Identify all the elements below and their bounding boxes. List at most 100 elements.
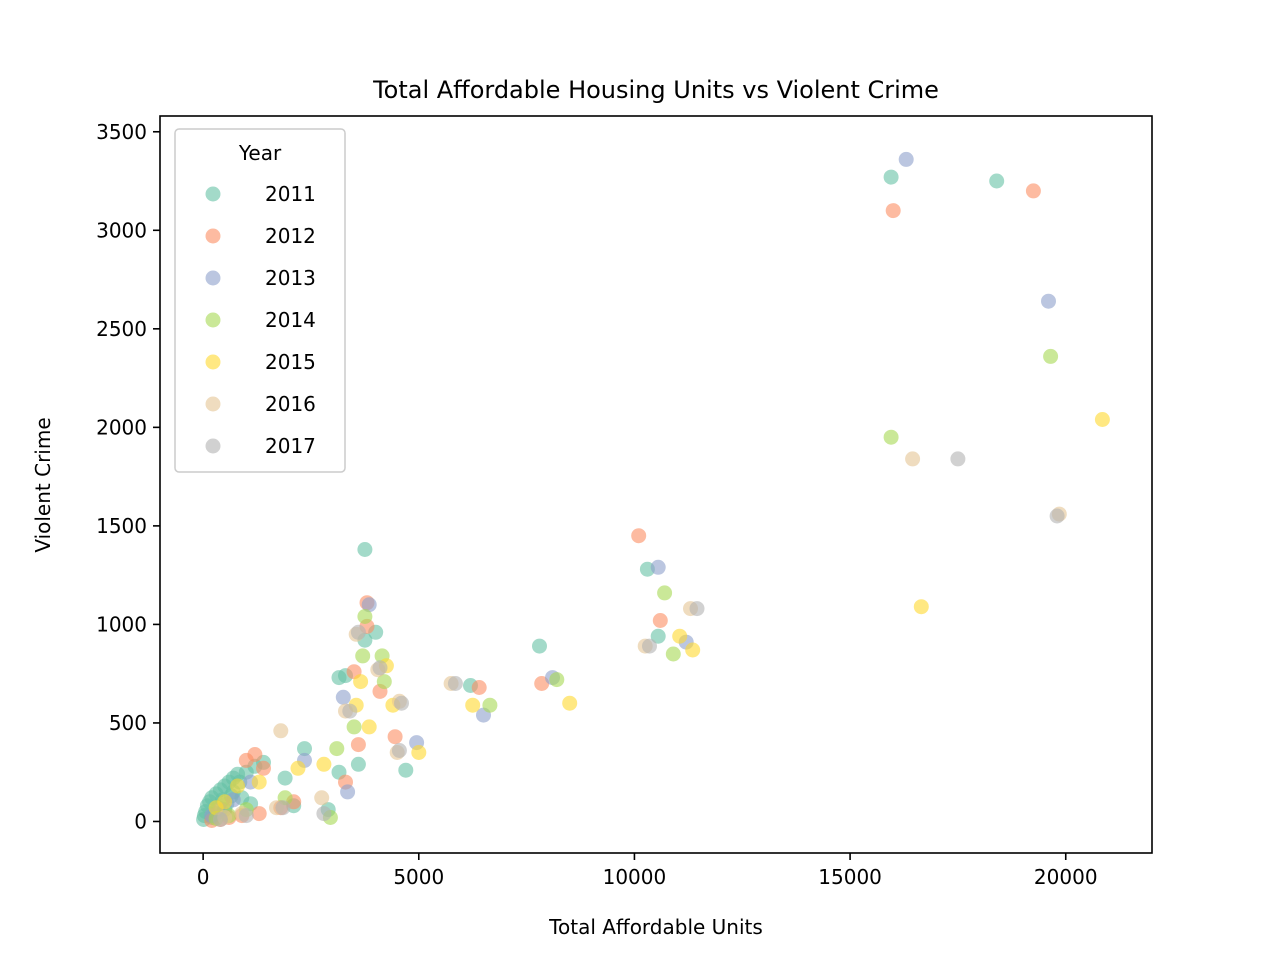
y-tick-label: 500 [109, 711, 147, 735]
data-point [657, 585, 673, 601]
series-2017 [212, 451, 1065, 827]
data-point [913, 599, 929, 615]
y-axis-label: Violent Crime [31, 417, 55, 552]
legend-label: 2015 [265, 350, 316, 374]
data-point [335, 689, 351, 705]
data-point [1025, 183, 1041, 199]
data-point [1049, 508, 1065, 524]
data-point [898, 151, 914, 167]
y-tick-label: 1500 [96, 514, 147, 538]
x-tick-label: 0 [197, 865, 210, 889]
data-point [316, 756, 332, 772]
data-point [212, 812, 228, 827]
data-point [361, 719, 377, 735]
legend-box [174, 128, 346, 473]
data-point [482, 697, 498, 713]
y-axis: 0 500 1000 1500 2000 2500 3000 3500 [96, 120, 160, 833]
y-tick-label: 0 [134, 809, 147, 833]
legend-label: 2011 [265, 182, 316, 206]
data-point [238, 752, 254, 768]
legend-label: 2016 [265, 392, 316, 416]
data-point [251, 774, 267, 790]
data-point [277, 770, 293, 786]
data-point [471, 680, 487, 695]
data-point [549, 672, 565, 688]
y-tick-label: 2500 [96, 317, 147, 341]
data-point [883, 169, 899, 185]
x-axis-label: Total Affordable Units [548, 915, 763, 939]
data-point [885, 203, 901, 219]
data-point [1043, 348, 1059, 364]
data-point [387, 729, 403, 745]
data-point [331, 670, 347, 686]
legend-title: Year [238, 141, 282, 165]
x-tick-label: 15000 [818, 865, 882, 889]
legend: Year 2011 2012 2013 2014 2015 2016 2017 [174, 128, 346, 473]
data-point [950, 451, 966, 467]
y-tick-label: 3000 [96, 218, 147, 242]
legend-marker [205, 396, 221, 412]
legend-marker [205, 228, 221, 244]
chart-title: Total Affordable Housing Units vs Violen… [372, 76, 939, 104]
data-point [238, 808, 254, 824]
data-point [391, 743, 407, 758]
legend-label: 2017 [265, 434, 316, 458]
legend-marker [205, 354, 221, 370]
data-point [650, 628, 666, 644]
data-point [297, 741, 312, 757]
data-point [275, 800, 291, 816]
x-axis: 0 5000 10000 15000 20000 [197, 853, 1098, 889]
data-point [1041, 293, 1056, 309]
y-tick-label: 1000 [96, 612, 147, 636]
data-point [398, 762, 414, 778]
data-point [230, 778, 246, 794]
legend-marker [205, 438, 221, 454]
data-point [376, 674, 392, 690]
data-point [350, 756, 366, 772]
data-point [642, 638, 657, 654]
data-point [689, 601, 705, 617]
data-point [340, 784, 356, 800]
data-point [672, 628, 688, 644]
x-tick-label: 10000 [603, 865, 667, 889]
data-point [562, 695, 578, 711]
data-point [208, 800, 224, 816]
data-point [411, 745, 427, 760]
legend-entries: 2011 2012 2013 2014 2015 2016 2017 [205, 182, 316, 458]
x-tick-label: 5000 [393, 865, 444, 889]
x-tick-label: 20000 [1034, 865, 1098, 889]
data-point [357, 609, 373, 624]
legend-marker [205, 312, 221, 328]
legend-label: 2013 [265, 266, 316, 290]
data-point [251, 806, 267, 822]
legend-marker [205, 270, 221, 286]
data-point [329, 741, 345, 757]
data-point [314, 790, 330, 806]
plot-frame [159, 115, 1153, 854]
data-point [465, 697, 481, 713]
data-point [532, 638, 547, 654]
data-point [346, 719, 362, 735]
data-point [350, 737, 366, 753]
data-point [631, 528, 647, 544]
legend-label: 2014 [265, 308, 316, 332]
data-point [685, 642, 701, 658]
data-point [652, 613, 668, 628]
y-tick-label: 2000 [96, 415, 147, 439]
data-point [290, 760, 306, 776]
data-point [650, 559, 666, 575]
data-point [316, 806, 332, 822]
data-point [361, 597, 377, 613]
legend-label: 2012 [265, 224, 316, 248]
data-point [355, 648, 371, 664]
data-point [905, 451, 921, 467]
data-point [1094, 412, 1110, 427]
data-point [394, 695, 409, 711]
data-point [989, 173, 1005, 189]
legend-marker [205, 186, 221, 202]
data-point [883, 429, 899, 445]
data-point [372, 660, 388, 676]
data-point [665, 646, 681, 662]
